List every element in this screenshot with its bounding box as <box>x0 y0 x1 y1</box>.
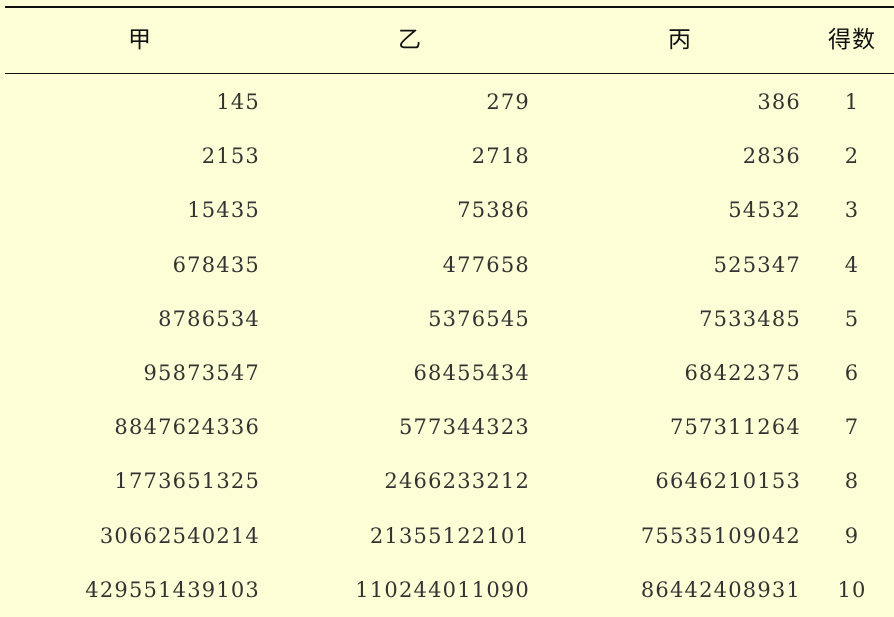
cell-bing: 6646210153 <box>655 469 801 494</box>
table-row: 678435 477658 525347 4 <box>0 238 894 292</box>
cell-yi: 75386 <box>457 198 530 223</box>
column-header-result: 得数 <box>828 27 876 53</box>
cell-yi: 279 <box>486 90 530 114</box>
table-row: 15435 75386 54532 3 <box>0 183 894 237</box>
cell-jia: 1773651325 <box>114 469 260 494</box>
cell-jia: 2153 <box>201 144 260 169</box>
cell-jia: 95873547 <box>143 360 260 385</box>
cell-bing: 86442408931 <box>640 577 801 602</box>
cell-bing: 75535109042 <box>640 523 801 548</box>
table-header-row: 甲 乙 丙 得数 <box>0 8 894 72</box>
cell-yi: 477658 <box>442 252 530 277</box>
cell-result: 9 <box>844 523 860 548</box>
cell-yi: 2466233212 <box>384 469 530 494</box>
cell-result: 10 <box>837 577 867 602</box>
column-header-yi: 乙 <box>398 27 422 53</box>
cell-bing: 525347 <box>713 252 801 277</box>
column-header-jia: 甲 <box>128 27 152 53</box>
cell-result: 1 <box>844 90 860 114</box>
table-row: 8786534 5376545 7533485 5 <box>0 292 894 346</box>
cell-result: 4 <box>844 252 860 277</box>
cell-bing: 7533485 <box>699 306 801 331</box>
table-row: 95873547 68455434 68422375 6 <box>0 346 894 400</box>
cell-result: 5 <box>844 306 860 331</box>
cell-result: 7 <box>844 415 860 440</box>
cell-jia: 429551439103 <box>85 577 260 602</box>
cell-jia: 8847624336 <box>114 415 260 440</box>
table-row: 2153 2718 2836 2 <box>0 129 894 183</box>
table-row: 429551439103 110244011090 86442408931 10 <box>0 563 894 617</box>
table-top-rule <box>5 6 894 8</box>
cell-result: 8 <box>844 469 860 494</box>
cell-yi: 68455434 <box>413 360 530 385</box>
cell-bing: 757311264 <box>669 415 801 440</box>
cell-bing: 386 <box>757 90 801 114</box>
cell-yi: 2718 <box>471 144 530 169</box>
table-header-rule <box>5 73 894 74</box>
cell-bing: 68422375 <box>684 360 801 385</box>
table-body: 145 279 386 1 2153 2718 2836 2 15435 753… <box>0 75 894 617</box>
cell-bing: 2836 <box>742 144 801 169</box>
cell-bing: 54532 <box>728 198 801 223</box>
cell-result: 2 <box>844 144 860 169</box>
cell-jia: 145 <box>216 90 260 114</box>
cell-yi: 577344323 <box>398 415 530 440</box>
cell-yi: 110244011090 <box>355 577 530 602</box>
table-row: 30662540214 21355122101 75535109042 9 <box>0 509 894 563</box>
cell-jia: 30662540214 <box>99 523 260 548</box>
table-row: 8847624336 577344323 757311264 7 <box>0 400 894 454</box>
cell-yi: 5376545 <box>428 306 530 331</box>
cell-result: 3 <box>844 198 860 223</box>
table-row: 1773651325 2466233212 6646210153 8 <box>0 454 894 508</box>
cell-jia: 8786534 <box>158 306 260 331</box>
cell-jia: 15435 <box>187 198 260 223</box>
column-header-bing: 丙 <box>668 27 692 53</box>
table-row: 145 279 386 1 <box>0 75 894 129</box>
cell-jia: 678435 <box>172 252 260 277</box>
cell-result: 6 <box>844 360 860 385</box>
cell-yi: 21355122101 <box>369 523 530 548</box>
